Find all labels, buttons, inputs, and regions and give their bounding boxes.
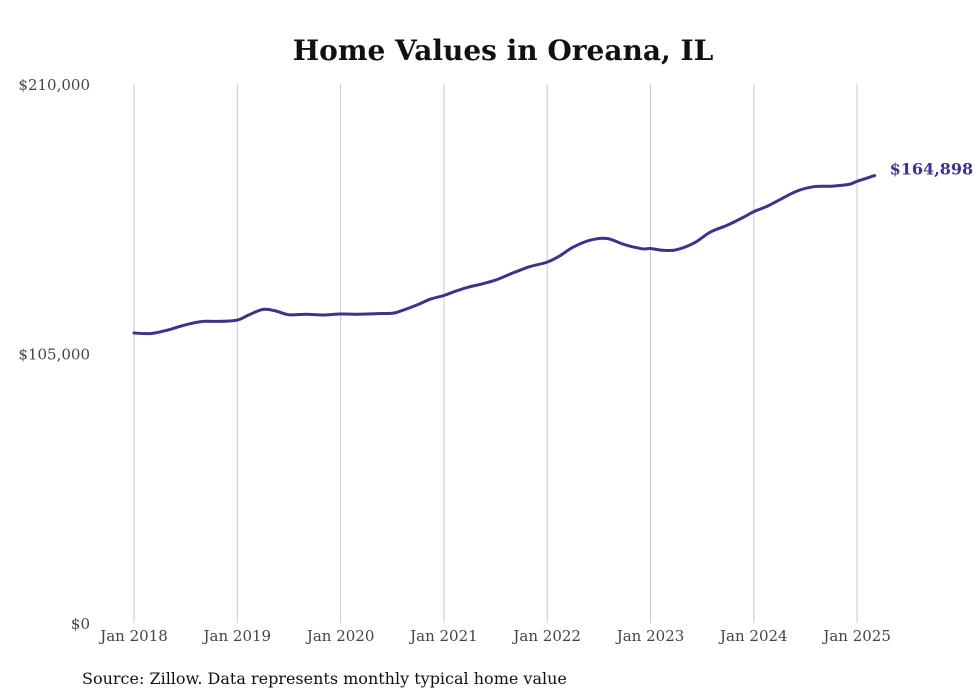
x-axis-ticks: Jan 2018 Jan 2019 Jan 2020 Jan 2021 Jan 2022… [98, 627, 891, 645]
y-tick-label: $105,000 [18, 346, 90, 364]
source-note: Source: Zillow. Data represents monthly … [82, 669, 567, 688]
x-tick-label: Jan 2019 [202, 627, 272, 645]
x-tick-label: Jan 2025 [821, 627, 891, 645]
y-tick-label: $210,000 [18, 76, 90, 94]
x-tick-label: Jan 2023 [615, 627, 685, 645]
x-tick-label: Jan 2022 [511, 627, 581, 645]
x-tick-label: Jan 2020 [305, 627, 375, 645]
gridlines [133, 84, 858, 623]
y-tick-label: $0 [71, 615, 90, 633]
x-tick-label: Jan 2018 [98, 627, 168, 645]
series-end-label: $164,898 [890, 160, 974, 179]
chart-title: Home Values in Oreana, IL [293, 34, 714, 67]
y-axis-ticks: $0 $105,000 $210,000 [18, 76, 90, 633]
series-layer: $164,898 [132, 160, 974, 336]
series-line [132, 174, 877, 336]
x-tick-label: Jan 2021 [408, 627, 478, 645]
x-tick-label: Jan 2024 [718, 627, 788, 645]
